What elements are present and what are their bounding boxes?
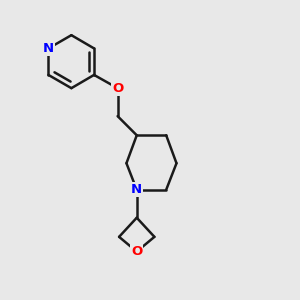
Text: N: N [43, 42, 54, 55]
Text: N: N [131, 183, 142, 196]
Text: O: O [112, 82, 123, 95]
Text: O: O [131, 245, 142, 258]
